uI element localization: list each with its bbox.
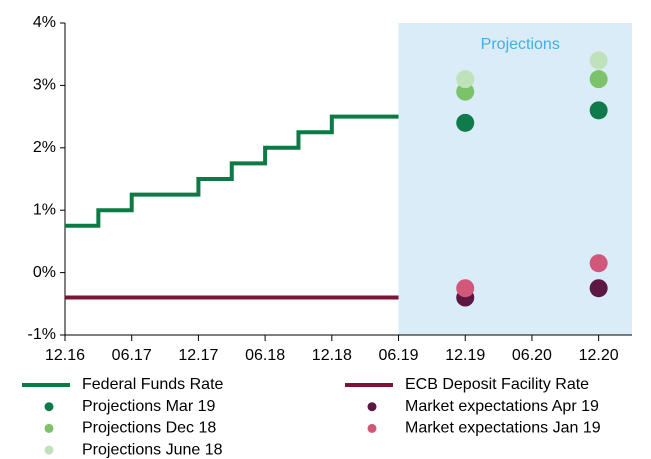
x-tick-label: 12.20 (579, 347, 619, 364)
x-tick-label: 06.18 (245, 347, 285, 364)
dot (589, 101, 608, 120)
legend-label: ECB Deposit Facility Rate (405, 376, 589, 393)
x-tick-label: 12.18 (312, 347, 352, 364)
x-tick-label: 06.20 (512, 347, 552, 364)
y-tick-label: 3% (33, 77, 56, 94)
y-tick-label: 0% (33, 264, 56, 281)
dot (456, 113, 475, 132)
legend-label: Market expectations Jan 19 (405, 420, 601, 437)
x-tick-label: 06.17 (112, 347, 152, 364)
legend-label: Projections Dec 18 (82, 420, 216, 437)
y-tick-label: 4% (33, 14, 56, 31)
legend-label: Projections June 18 (82, 441, 223, 458)
legend-dot (367, 402, 377, 412)
dot (456, 279, 475, 298)
dot (589, 254, 608, 273)
legend-dot (44, 423, 54, 433)
legend-dot (44, 402, 54, 412)
y-tick-label: 1% (33, 201, 56, 218)
projection-label: Projections (481, 36, 560, 53)
x-tick-label: 12.16 (45, 347, 85, 364)
x-tick-label: 06.19 (379, 347, 419, 364)
legend-label: Federal Funds Rate (82, 376, 224, 393)
legend-dot (367, 423, 377, 433)
dot (589, 279, 608, 298)
legend-label: Projections Mar 19 (82, 398, 215, 415)
step-line (65, 114, 399, 228)
dot (589, 51, 608, 70)
legend-label: Market expectations Apr 19 (405, 398, 599, 415)
dot (456, 82, 475, 101)
legend-dot (44, 445, 54, 455)
y-tick-label: -1% (28, 326, 56, 343)
y-tick-label: 2% (33, 139, 56, 156)
dot (589, 70, 608, 89)
x-tick-label: 12.17 (178, 347, 218, 364)
x-tick-label: 12.19 (445, 347, 485, 364)
dot (456, 70, 475, 89)
